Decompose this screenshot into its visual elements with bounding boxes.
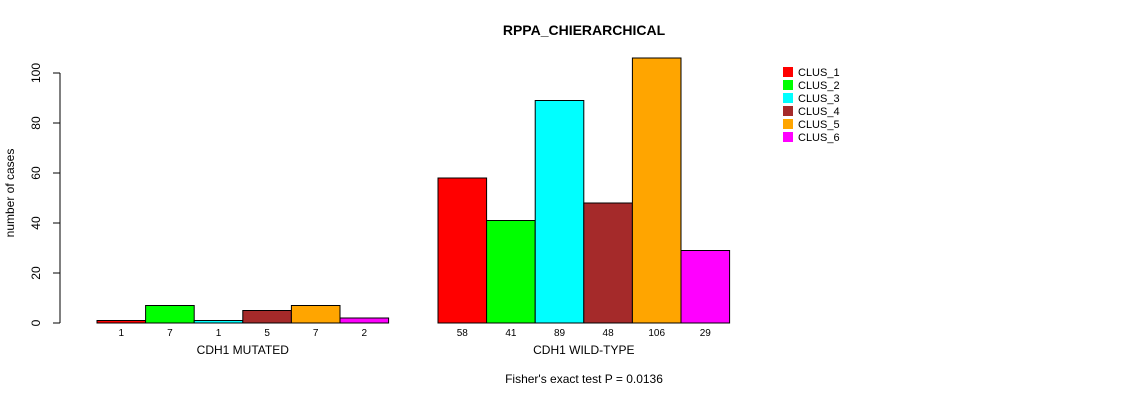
bar-clus-2 xyxy=(486,220,536,324)
legend-swatch xyxy=(783,119,793,129)
legend-label: CLUS_5 xyxy=(798,119,840,131)
legend-swatch xyxy=(783,93,793,103)
y-tick-label: 20 xyxy=(29,266,43,280)
bar-clus-3 xyxy=(193,320,244,324)
y-tick-label: 60 xyxy=(29,166,43,180)
y-axis-label: number of cases xyxy=(3,149,17,238)
bar-clus-6 xyxy=(339,317,390,324)
legend-swatch xyxy=(783,132,793,142)
fisher-test-footnote: Fisher's exact test P = 0.0136 xyxy=(505,372,663,386)
bar-value-label: 48 xyxy=(603,328,615,339)
y-tick-label: 80 xyxy=(29,116,43,130)
bar-value-label: 106 xyxy=(648,328,665,339)
bar-clus-4 xyxy=(583,202,633,324)
group-label: CDH1 WILD-TYPE xyxy=(533,343,634,357)
group-label: CDH1 MUTATED xyxy=(197,343,290,357)
bar-clus-2 xyxy=(145,305,195,324)
bar-value-label: 7 xyxy=(313,328,319,339)
y-tick-label: 40 xyxy=(29,216,43,230)
y-tick-label: 0 xyxy=(29,319,43,326)
bar-value-label: 2 xyxy=(362,328,368,339)
legend-label: CLUS_1 xyxy=(798,67,840,79)
bar-value-label: 1 xyxy=(119,328,125,339)
bar-clus-1 xyxy=(96,320,147,324)
legend-label: CLUS_6 xyxy=(798,132,840,144)
legend-label: CLUS_2 xyxy=(798,80,840,92)
bar-value-label: 89 xyxy=(554,328,566,339)
legend-label: CLUS_3 xyxy=(798,93,840,105)
group-labels: CDH1 MUTATED CDH1 WILD-TYPE xyxy=(197,343,635,357)
legend-swatch xyxy=(783,106,793,116)
bar-value-label: 1 xyxy=(216,328,222,339)
bar-clus-5 xyxy=(631,57,682,324)
legend-label: CLUS_4 xyxy=(798,106,840,118)
bar-clus-4 xyxy=(242,310,292,324)
y-tick-label: 100 xyxy=(29,63,43,83)
bar-value-labels: 1 7 1 5 7 2 58 41 89 48 106 29 xyxy=(119,328,712,339)
legend-swatch xyxy=(783,67,793,77)
bar-clus-5 xyxy=(290,305,341,324)
bar-value-label: 41 xyxy=(505,328,517,339)
bar-value-label: 58 xyxy=(457,328,469,339)
bars-layer xyxy=(96,57,731,324)
y-axis: 0 20 40 60 80 100 xyxy=(29,63,61,326)
bar-value-label: 29 xyxy=(700,328,712,339)
bar-value-label: 7 xyxy=(167,328,173,339)
bar-clus-1 xyxy=(437,177,488,324)
chart-title: RPPA_CHIERARCHICAL xyxy=(503,22,666,38)
bar-clus-6 xyxy=(680,250,731,324)
bar-clus-3 xyxy=(534,100,585,324)
legend-swatch xyxy=(783,80,793,90)
bar-value-label: 5 xyxy=(264,328,270,339)
